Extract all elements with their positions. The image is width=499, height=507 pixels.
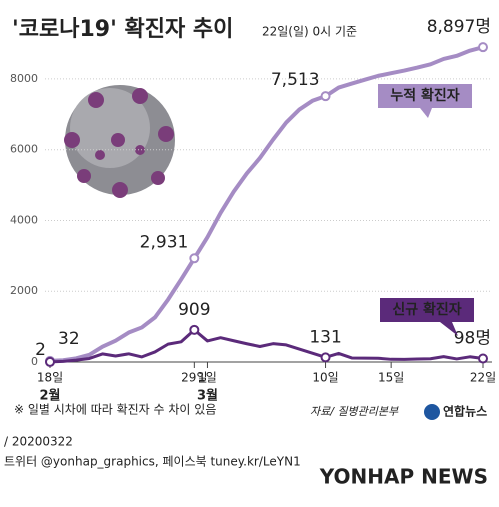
data-label: 7,513 <box>271 70 320 90</box>
data-point <box>45 356 55 367</box>
x-tick-label: 29일 <box>181 371 207 385</box>
social: 트위터 @yonhap_graphics, 페이스북 tuney.kr/LeYN… <box>4 455 301 469</box>
data-label: 32 <box>58 329 80 349</box>
data-label: 2,931 <box>140 232 189 252</box>
series-line <box>49 328 484 364</box>
date: / 20200322 <box>4 435 73 449</box>
y-tick-label: 8000 <box>10 72 38 85</box>
legend-box <box>378 84 472 108</box>
data-label: 909 <box>178 300 210 320</box>
data-label: 8,897명 <box>427 17 491 37</box>
series-line <box>49 45 484 363</box>
brand-logo <box>424 404 440 420</box>
y-tick-label: 2000 <box>10 284 38 297</box>
data-label: 131 <box>309 327 341 347</box>
y-tick-label: 4000 <box>10 213 38 226</box>
x-tick-label: 22일 <box>470 371 496 385</box>
data-label: 98명 <box>454 329 491 349</box>
data-point <box>478 353 488 364</box>
x-tick-label: 15일 <box>378 371 404 385</box>
chart-subtitle: 22일(일) 0시 기준 <box>262 25 357 39</box>
brand: 연합뉴스 <box>443 404 487 419</box>
x-tick-label: 1일 <box>198 371 217 385</box>
legend-pointer <box>420 108 432 118</box>
data-point <box>478 42 488 53</box>
data-point <box>320 352 331 363</box>
data-point <box>189 324 200 335</box>
data-point <box>189 253 200 264</box>
virus-illustration <box>64 85 175 198</box>
y-tick-label: 0 <box>31 355 38 368</box>
legend-pointer <box>440 322 458 336</box>
x-tick-label: 10일 <box>312 371 338 385</box>
month-label: 3월 <box>197 388 218 404</box>
y-tick-label: 6000 <box>10 143 38 156</box>
source: 자료/ 질병관리본부 <box>310 405 399 418</box>
month-label: 2월 <box>39 388 60 404</box>
data-point <box>320 91 331 102</box>
x-tick-label: 18일 <box>37 371 63 385</box>
note: ※ 일별 시차에 따라 확진자 수 차이 있음 <box>14 403 216 417</box>
data-label: 2 <box>35 340 46 360</box>
chart-title: '코로나19' 확진자 추이 <box>12 17 233 42</box>
watermark: YONHAP NEWS <box>319 465 488 489</box>
legend-box <box>380 298 474 322</box>
legend-label: 신규 확진자 <box>392 301 461 318</box>
legend-label: 누적 확진자 <box>390 87 459 104</box>
